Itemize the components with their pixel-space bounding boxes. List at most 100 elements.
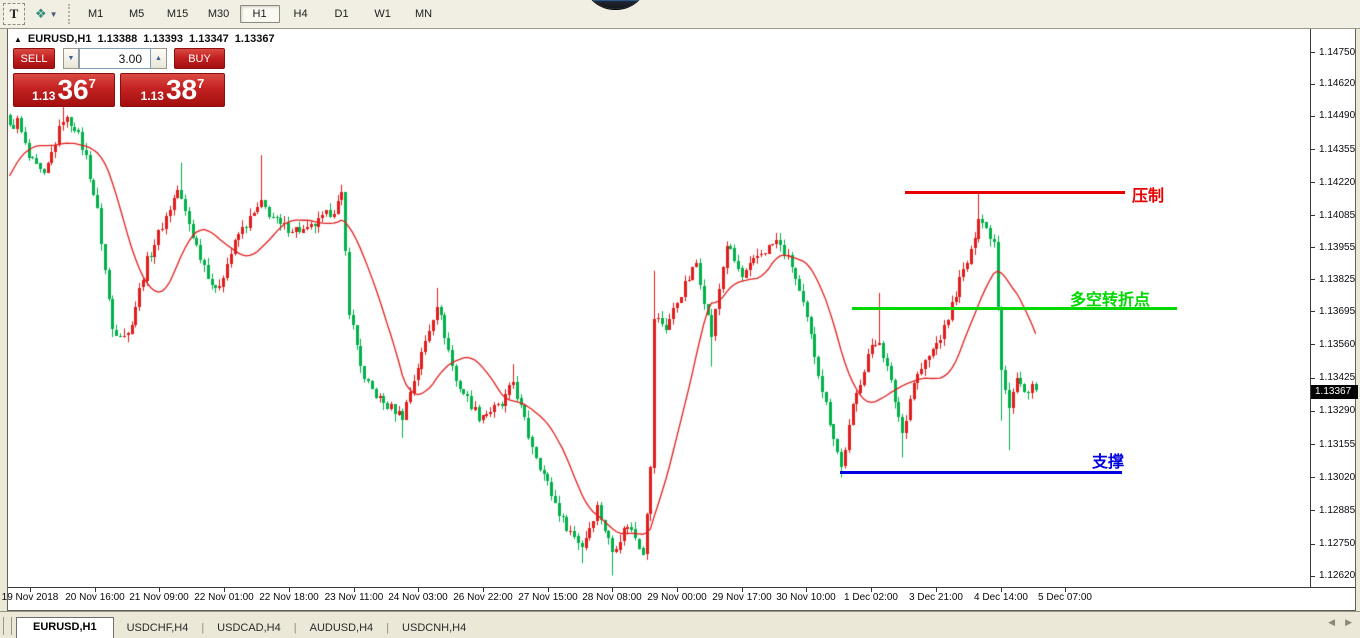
timeframe-button-h4[interactable]: H4 xyxy=(293,8,308,20)
bid-price-button[interactable]: 1.13 36 7 xyxy=(13,73,115,107)
time-tick-mark xyxy=(418,588,419,592)
price-tick-mark xyxy=(1311,576,1315,577)
tab-scroll-arrows: ◀ ▶ xyxy=(1328,617,1352,628)
time-axis-label: 21 Nov 09:00 xyxy=(129,592,189,603)
price-axis-label: 1.13155 xyxy=(1319,439,1356,450)
ask-sup-digit: 7 xyxy=(197,76,205,91)
time-tick-mark xyxy=(548,588,549,592)
timeframe-button-group: M1 M5 M15 M30 H1 H4 D1 W1 MN xyxy=(76,5,444,23)
volume-decrease-button[interactable]: ▼ xyxy=(63,48,79,69)
spin-down-icon: ▼ xyxy=(67,55,75,62)
support-line[interactable] xyxy=(840,471,1122,474)
time-axis-label: 27 Nov 15:00 xyxy=(518,592,578,603)
price-axis-label: 1.14355 xyxy=(1319,144,1356,155)
price-axis-label: 1.14085 xyxy=(1319,210,1356,221)
buy-button[interactable]: BUY xyxy=(174,48,225,69)
timeframe-button-m15[interactable]: M15 xyxy=(166,8,189,20)
resistance-line[interactable] xyxy=(905,191,1125,194)
chart-tab-audusd-h4[interactable]: AUDUSD,H4 xyxy=(309,622,374,634)
volume-increase-button[interactable]: ▲ xyxy=(151,48,167,69)
time-tick-mark xyxy=(30,588,31,592)
bid-sup-digit: 7 xyxy=(88,76,96,91)
time-tick-mark xyxy=(936,588,937,592)
chart-tab-usdcnh-h4[interactable]: USDCNH,H4 xyxy=(402,622,467,634)
time-axis-label: 23 Nov 11:00 xyxy=(324,592,384,603)
time-tick-mark xyxy=(612,588,613,592)
price-tick-mark xyxy=(1311,215,1315,216)
turning-point-label[interactable]: 多空转折点 xyxy=(1070,292,1151,309)
time-axis-label: 28 Nov 08:00 xyxy=(582,592,642,603)
time-axis-label: 19 Nov 2018 xyxy=(1,592,59,603)
tab-bar-grip xyxy=(3,617,12,635)
price-tick-mark xyxy=(1311,149,1315,150)
turning-point-line[interactable] xyxy=(852,307,1177,310)
tab-separator: | xyxy=(201,622,205,634)
chart-tab-usdchf-h4[interactable]: USDCHF,H4 xyxy=(126,622,189,634)
time-axis-label: 1 Dec 02:00 xyxy=(844,592,898,603)
time-axis-label: 4 Dec 14:00 xyxy=(974,592,1028,603)
ohlc-low: 1.13347 xyxy=(189,33,229,45)
price-tick-mark xyxy=(1311,344,1315,345)
bid-big-digits: 36 xyxy=(57,74,89,105)
text-tool-button[interactable]: T xyxy=(3,3,25,25)
time-tick-mark xyxy=(95,588,96,592)
top-toolbar: T ❖ ▼ M1 M5 M15 M30 H1 H4 D1 W1 MN xyxy=(0,0,1360,29)
timeframe-button-w1[interactable]: W1 xyxy=(374,8,391,20)
chevron-down-icon: ▼ xyxy=(49,9,58,19)
price-axis-label: 1.12885 xyxy=(1319,505,1356,516)
toolbar-separator xyxy=(67,4,70,24)
price-axis-label: 1.14490 xyxy=(1319,110,1356,121)
time-axis-label: 5 Dec 07:00 xyxy=(1038,592,1092,603)
price-axis-label: 1.13290 xyxy=(1319,405,1356,416)
tab-scroll-left-icon[interactable]: ◀ xyxy=(1328,617,1336,627)
chart-tab-usdcad-h4[interactable]: USDCAD,H4 xyxy=(217,622,281,634)
symbol-period-label: EURUSD,H1 xyxy=(27,33,92,45)
ask-big-digits: 38 xyxy=(165,74,198,105)
time-axis-label: 3 Dec 21:00 xyxy=(909,592,963,603)
indicators-dropdown-button[interactable]: ❖ ▼ xyxy=(35,6,58,22)
timeframe-button-h1[interactable]: H1 xyxy=(239,5,280,23)
timeframe-button-mn[interactable]: MN xyxy=(415,8,433,20)
ask-price-button[interactable]: 1.13 38 7 xyxy=(120,73,225,107)
price-tick-mark xyxy=(1311,544,1315,545)
price-axis-label: 1.14220 xyxy=(1319,177,1356,188)
price-axis-label: 1.13825 xyxy=(1319,274,1356,285)
price-tick-mark xyxy=(1311,182,1315,183)
timeframe-button-m1[interactable]: M1 xyxy=(87,8,104,20)
tab-scroll-right-icon[interactable]: ▶ xyxy=(1345,617,1352,627)
resistance-label[interactable]: 压制 xyxy=(1132,188,1165,205)
time-axis-label: 22 Nov 01:00 xyxy=(194,592,254,603)
price-tick-mark xyxy=(1311,477,1315,478)
price-tick-mark xyxy=(1311,378,1315,379)
time-tick-mark xyxy=(354,588,355,592)
time-tick-mark xyxy=(871,588,872,592)
time-axis-label: 24 Nov 03:00 xyxy=(388,592,448,603)
price-tick-mark xyxy=(1311,52,1315,53)
spin-up-icon: ▲ xyxy=(155,55,162,62)
time-axis-label: 30 Nov 10:00 xyxy=(776,592,836,603)
time-axis-label: 22 Nov 18:00 xyxy=(259,592,319,603)
time-tick-mark xyxy=(806,588,807,592)
chart-tab-eurusd-h1[interactable]: EURUSD,H1 xyxy=(16,617,114,638)
price-axis-label: 1.13695 xyxy=(1319,306,1356,317)
timeframe-button-d1[interactable]: D1 xyxy=(334,8,349,20)
time-tick-mark xyxy=(224,588,225,592)
timeframe-button-m5[interactable]: M5 xyxy=(128,8,145,20)
one-click-trading-panel: SELL ▼ 3.00 ▲ BUY 1.13 36 7 1.13 38 7 xyxy=(13,48,225,107)
price-axis-label: 1.13020 xyxy=(1319,472,1356,483)
tab-separator: | xyxy=(293,622,297,634)
ohlc-high: 1.13393 xyxy=(143,33,184,45)
sell-button[interactable]: SELL xyxy=(13,48,55,69)
time-tick-mark xyxy=(1001,588,1002,592)
price-axis-label: 1.14620 xyxy=(1319,78,1356,89)
timeframe-button-m30[interactable]: M30 xyxy=(207,8,230,20)
collapse-panel-icon[interactable]: ▲ xyxy=(14,34,22,44)
support-label[interactable]: 支撑 xyxy=(1092,454,1125,471)
time-tick-mark xyxy=(1065,588,1066,592)
price-axis-label: 1.13560 xyxy=(1319,339,1356,350)
chart-tab-bar: EURUSD,H1 USDCHF,H4 | USDCAD,H4 | AUDUSD,H4 | U… xyxy=(0,611,1360,638)
price-axis-label: 1.14750 xyxy=(1319,47,1356,58)
indicators-icon: ❖ xyxy=(35,6,47,21)
volume-input[interactable]: 3.00 xyxy=(79,48,151,69)
time-tick-mark xyxy=(483,588,484,592)
